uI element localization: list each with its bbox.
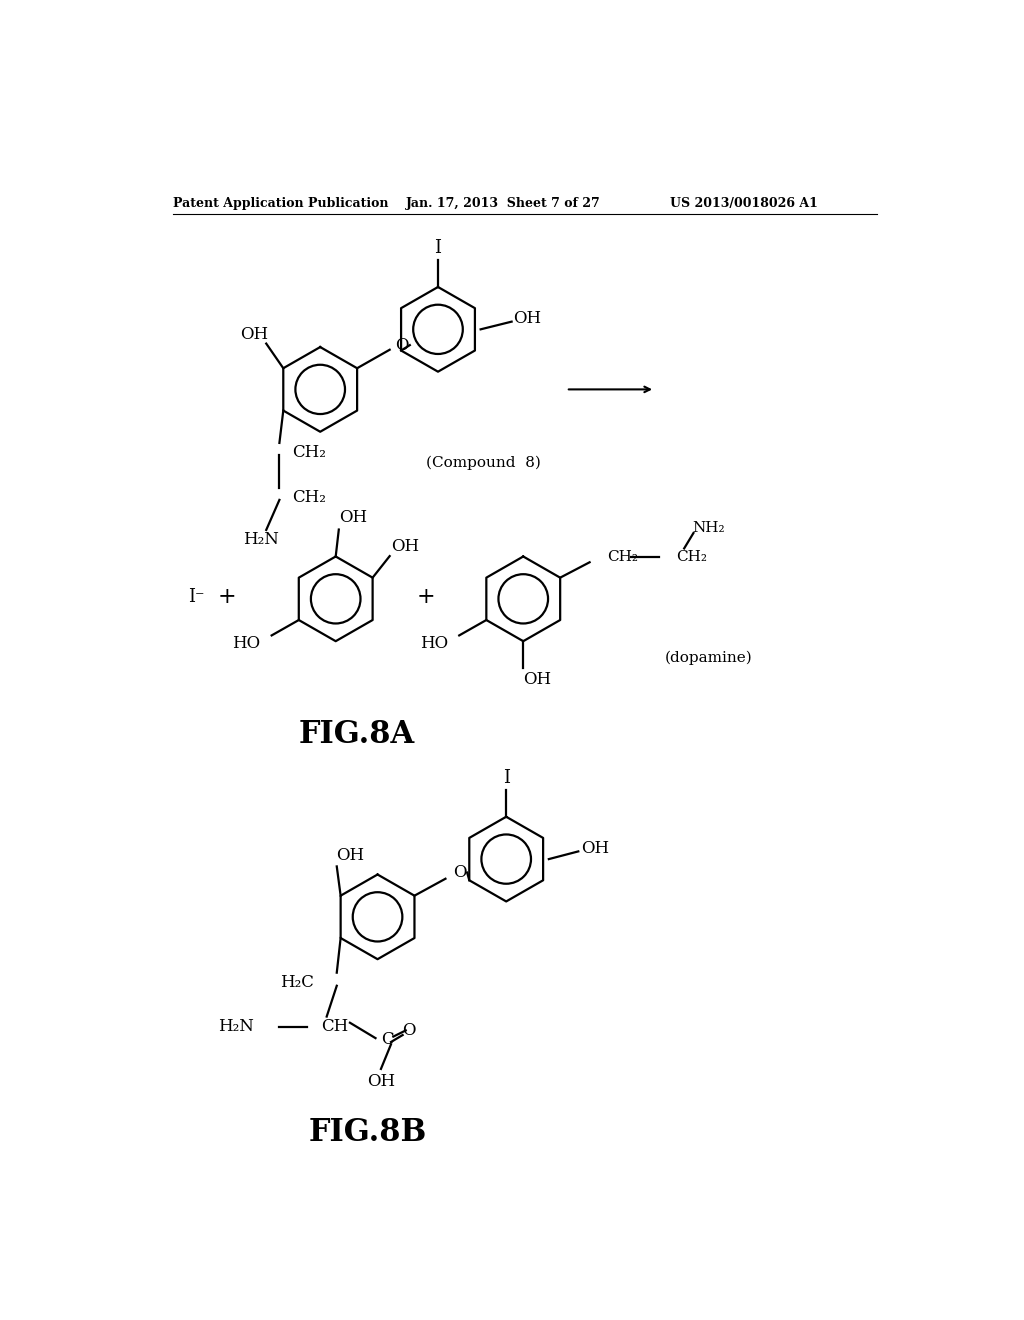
Text: CH: CH (321, 1018, 348, 1035)
Text: HO: HO (232, 635, 260, 652)
Text: +: + (217, 586, 236, 609)
Text: (dopamine): (dopamine) (665, 651, 752, 664)
Text: OH: OH (391, 539, 419, 556)
Text: FIG.8A: FIG.8A (299, 719, 415, 750)
Text: CH₂: CH₂ (606, 550, 638, 564)
Text: OH: OH (523, 671, 551, 688)
Text: I: I (434, 239, 441, 257)
Text: Patent Application Publication: Patent Application Publication (173, 197, 388, 210)
Text: CH₂: CH₂ (293, 445, 327, 462)
Text: (Compound  8): (Compound 8) (426, 455, 542, 470)
Text: OH: OH (513, 310, 542, 327)
Text: H₂N: H₂N (218, 1018, 254, 1035)
Text: I⁻: I⁻ (188, 589, 205, 606)
Text: OH: OH (240, 326, 268, 343)
Text: HO: HO (420, 635, 447, 652)
Text: H₂N: H₂N (243, 532, 279, 548)
Text: OH: OH (582, 840, 609, 857)
Text: Jan. 17, 2013  Sheet 7 of 27: Jan. 17, 2013 Sheet 7 of 27 (406, 197, 600, 210)
Text: NH₂: NH₂ (692, 521, 725, 536)
Text: OH: OH (367, 1073, 395, 1090)
Text: O: O (395, 337, 409, 354)
Text: OH: OH (339, 510, 367, 527)
Text: +: + (417, 586, 435, 609)
Text: I: I (503, 770, 510, 787)
Text: H₂C: H₂C (280, 974, 313, 991)
Text: OH: OH (336, 847, 364, 865)
Text: CH₂: CH₂ (293, 490, 327, 506)
Text: C: C (381, 1031, 393, 1048)
Text: US 2013/0018026 A1: US 2013/0018026 A1 (671, 197, 818, 210)
Text: O: O (402, 1022, 416, 1039)
Text: CH₂: CH₂ (677, 550, 708, 564)
Text: FIG.8B: FIG.8B (309, 1117, 427, 1148)
Text: O: O (453, 865, 466, 880)
